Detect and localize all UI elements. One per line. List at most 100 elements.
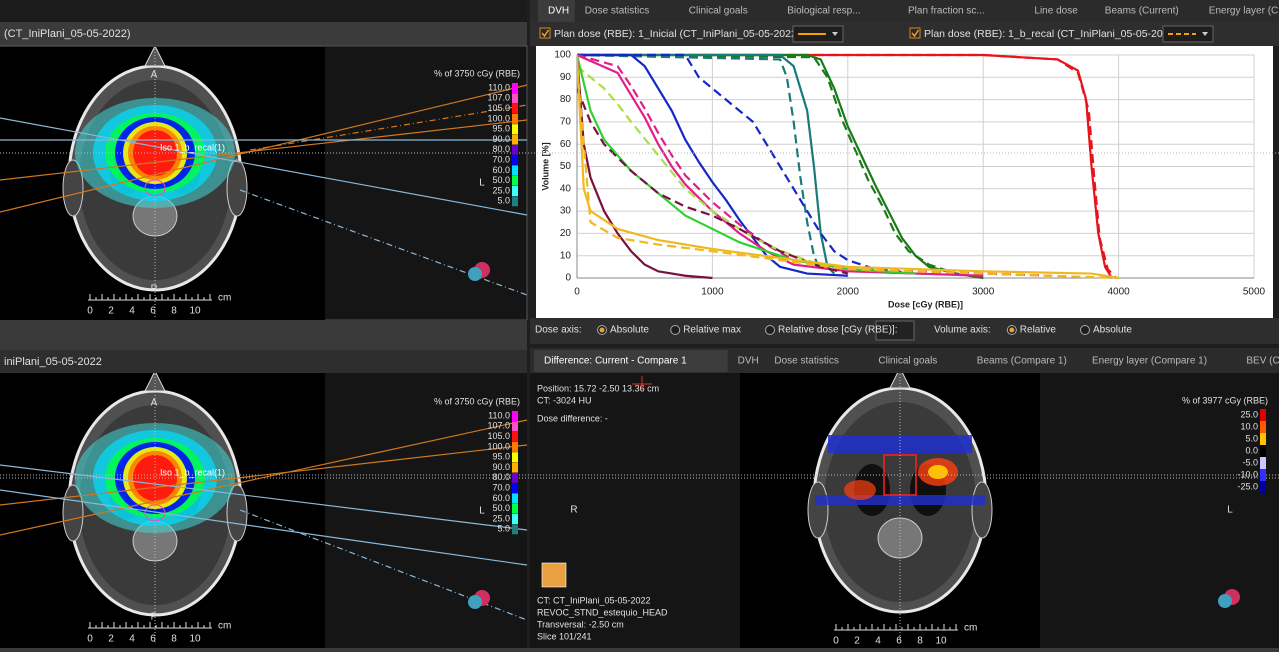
dvh-curve <box>577 53 984 280</box>
y-tick-label: 10 <box>560 250 572 261</box>
info-line: Transversal: -2.50 cm <box>537 619 624 629</box>
legend-title: % of 3977 cGy (RBE) <box>1182 395 1268 405</box>
legend-level: -10.0 <box>1237 469 1258 479</box>
dvh-curve <box>577 53 984 280</box>
legend-level: 5.0 <box>497 196 510 206</box>
tab: Energy layer (C... <box>1209 6 1279 17</box>
dose-difference-text: Dose difference: - <box>537 413 608 423</box>
beam-line <box>0 464 528 531</box>
x-tick-label: 1000 <box>701 287 724 298</box>
tab: Beams (Current) <box>1105 6 1179 17</box>
legend-swatch <box>1260 409 1266 421</box>
scale-unit: cm <box>964 623 977 634</box>
dvh-curve <box>577 88 849 275</box>
dvh-curve <box>577 66 1119 280</box>
y-tick-label: 80 <box>560 94 572 105</box>
checkbox[interactable] <box>909 27 921 39</box>
legend-swatch <box>512 113 518 124</box>
scale-label: 6 <box>150 634 156 645</box>
legend-swatch <box>512 503 518 514</box>
orientation-label: A <box>151 398 158 409</box>
scale-label: 10 <box>189 634 201 645</box>
dose-input[interactable] <box>875 320 915 341</box>
legend-level: 50.0 <box>492 503 510 513</box>
diff-blob <box>928 465 948 479</box>
scale-label: 8 <box>171 634 177 645</box>
scale-label: 4 <box>129 306 135 317</box>
checkbox[interactable] <box>539 27 551 39</box>
legend-level: 100.0 <box>487 113 510 123</box>
legend-level: 105.0 <box>487 103 510 113</box>
legend-level: 100.0 <box>487 441 510 451</box>
legend-level: -5.0 <box>1242 457 1258 467</box>
beam-line <box>0 84 528 213</box>
top-bar <box>0 0 527 22</box>
y-tick-label: 20 <box>560 228 572 239</box>
tab: Clinical goals <box>878 356 937 367</box>
control-label: Dose axis: <box>535 325 582 336</box>
legend-swatch <box>512 155 518 166</box>
ear <box>226 484 248 542</box>
legend-level: 5.0 <box>497 524 510 534</box>
scale-label: 6 <box>896 636 902 647</box>
legend-swatch <box>512 165 518 176</box>
beam-line <box>239 189 528 296</box>
y-tick-label: 40 <box>560 183 572 194</box>
legend-swatch <box>512 144 518 155</box>
legend-swatch <box>512 124 518 135</box>
legend-swatch <box>512 411 518 421</box>
legend-level: 25.0 <box>492 513 510 523</box>
radio-button[interactable] <box>670 325 681 335</box>
legend-swatch <box>512 441 518 452</box>
divider <box>0 320 527 350</box>
tab: BEV (Compare 1) <box>1246 356 1279 367</box>
radio-button[interactable] <box>1080 325 1090 335</box>
y-tick-label: 90 <box>560 72 572 83</box>
legend-level: 90.0 <box>492 134 510 144</box>
legend-swatch <box>512 196 518 207</box>
legend-swatch <box>512 483 518 494</box>
orientation-label: L <box>479 178 485 189</box>
orientation-label: P <box>151 284 158 295</box>
nose <box>144 47 166 67</box>
y-tick-label: 60 <box>560 139 572 150</box>
legend-swatch <box>512 186 518 196</box>
orientation-label: L <box>479 506 485 517</box>
legend-level: 107.0 <box>487 421 510 431</box>
ear <box>62 159 84 217</box>
legend-swatch <box>512 462 518 473</box>
legend-level: 95.0 <box>492 124 510 134</box>
legend-level: 110.0 <box>488 82 510 92</box>
checkmark <box>541 29 550 38</box>
ear <box>226 159 248 217</box>
legend-swatch <box>512 493 518 504</box>
scale-label: 0 <box>833 636 839 647</box>
orientation-cube <box>468 595 482 609</box>
orientation-label: L <box>1227 505 1233 516</box>
diff-blob <box>844 480 876 500</box>
radio-dot <box>599 327 605 333</box>
legend-level: 25.0 <box>492 185 510 195</box>
ct-slice <box>62 47 248 292</box>
legend-level: 107.0 <box>487 93 510 103</box>
isocenter-label: Iso 1_b_recal(1) <box>160 467 225 477</box>
tab-bar <box>530 0 1279 22</box>
viewport-header <box>0 350 527 373</box>
checkmark <box>911 29 920 38</box>
radio-button[interactable] <box>765 325 775 335</box>
radio-label: Relative <box>1020 325 1057 336</box>
dvh-curve <box>577 53 848 277</box>
dvh-curve <box>577 53 836 275</box>
scale-label: 8 <box>171 306 177 317</box>
ear <box>62 484 84 542</box>
scale-label: 0 <box>87 306 93 317</box>
legend-level: 105.0 <box>487 431 510 441</box>
orientation-label: P <box>151 612 158 623</box>
legend-title: % of 3750 cGy (RBE) <box>434 396 520 406</box>
isodose <box>133 455 177 501</box>
scale-unit: cm <box>218 293 231 304</box>
legend-swatch <box>512 134 518 145</box>
dvh-chart: 0 1000 2000 3000 4000 5000 0 10 20 30 40 50 60 70 80 90… <box>540 50 1265 310</box>
legend-swatch <box>1260 457 1266 469</box>
